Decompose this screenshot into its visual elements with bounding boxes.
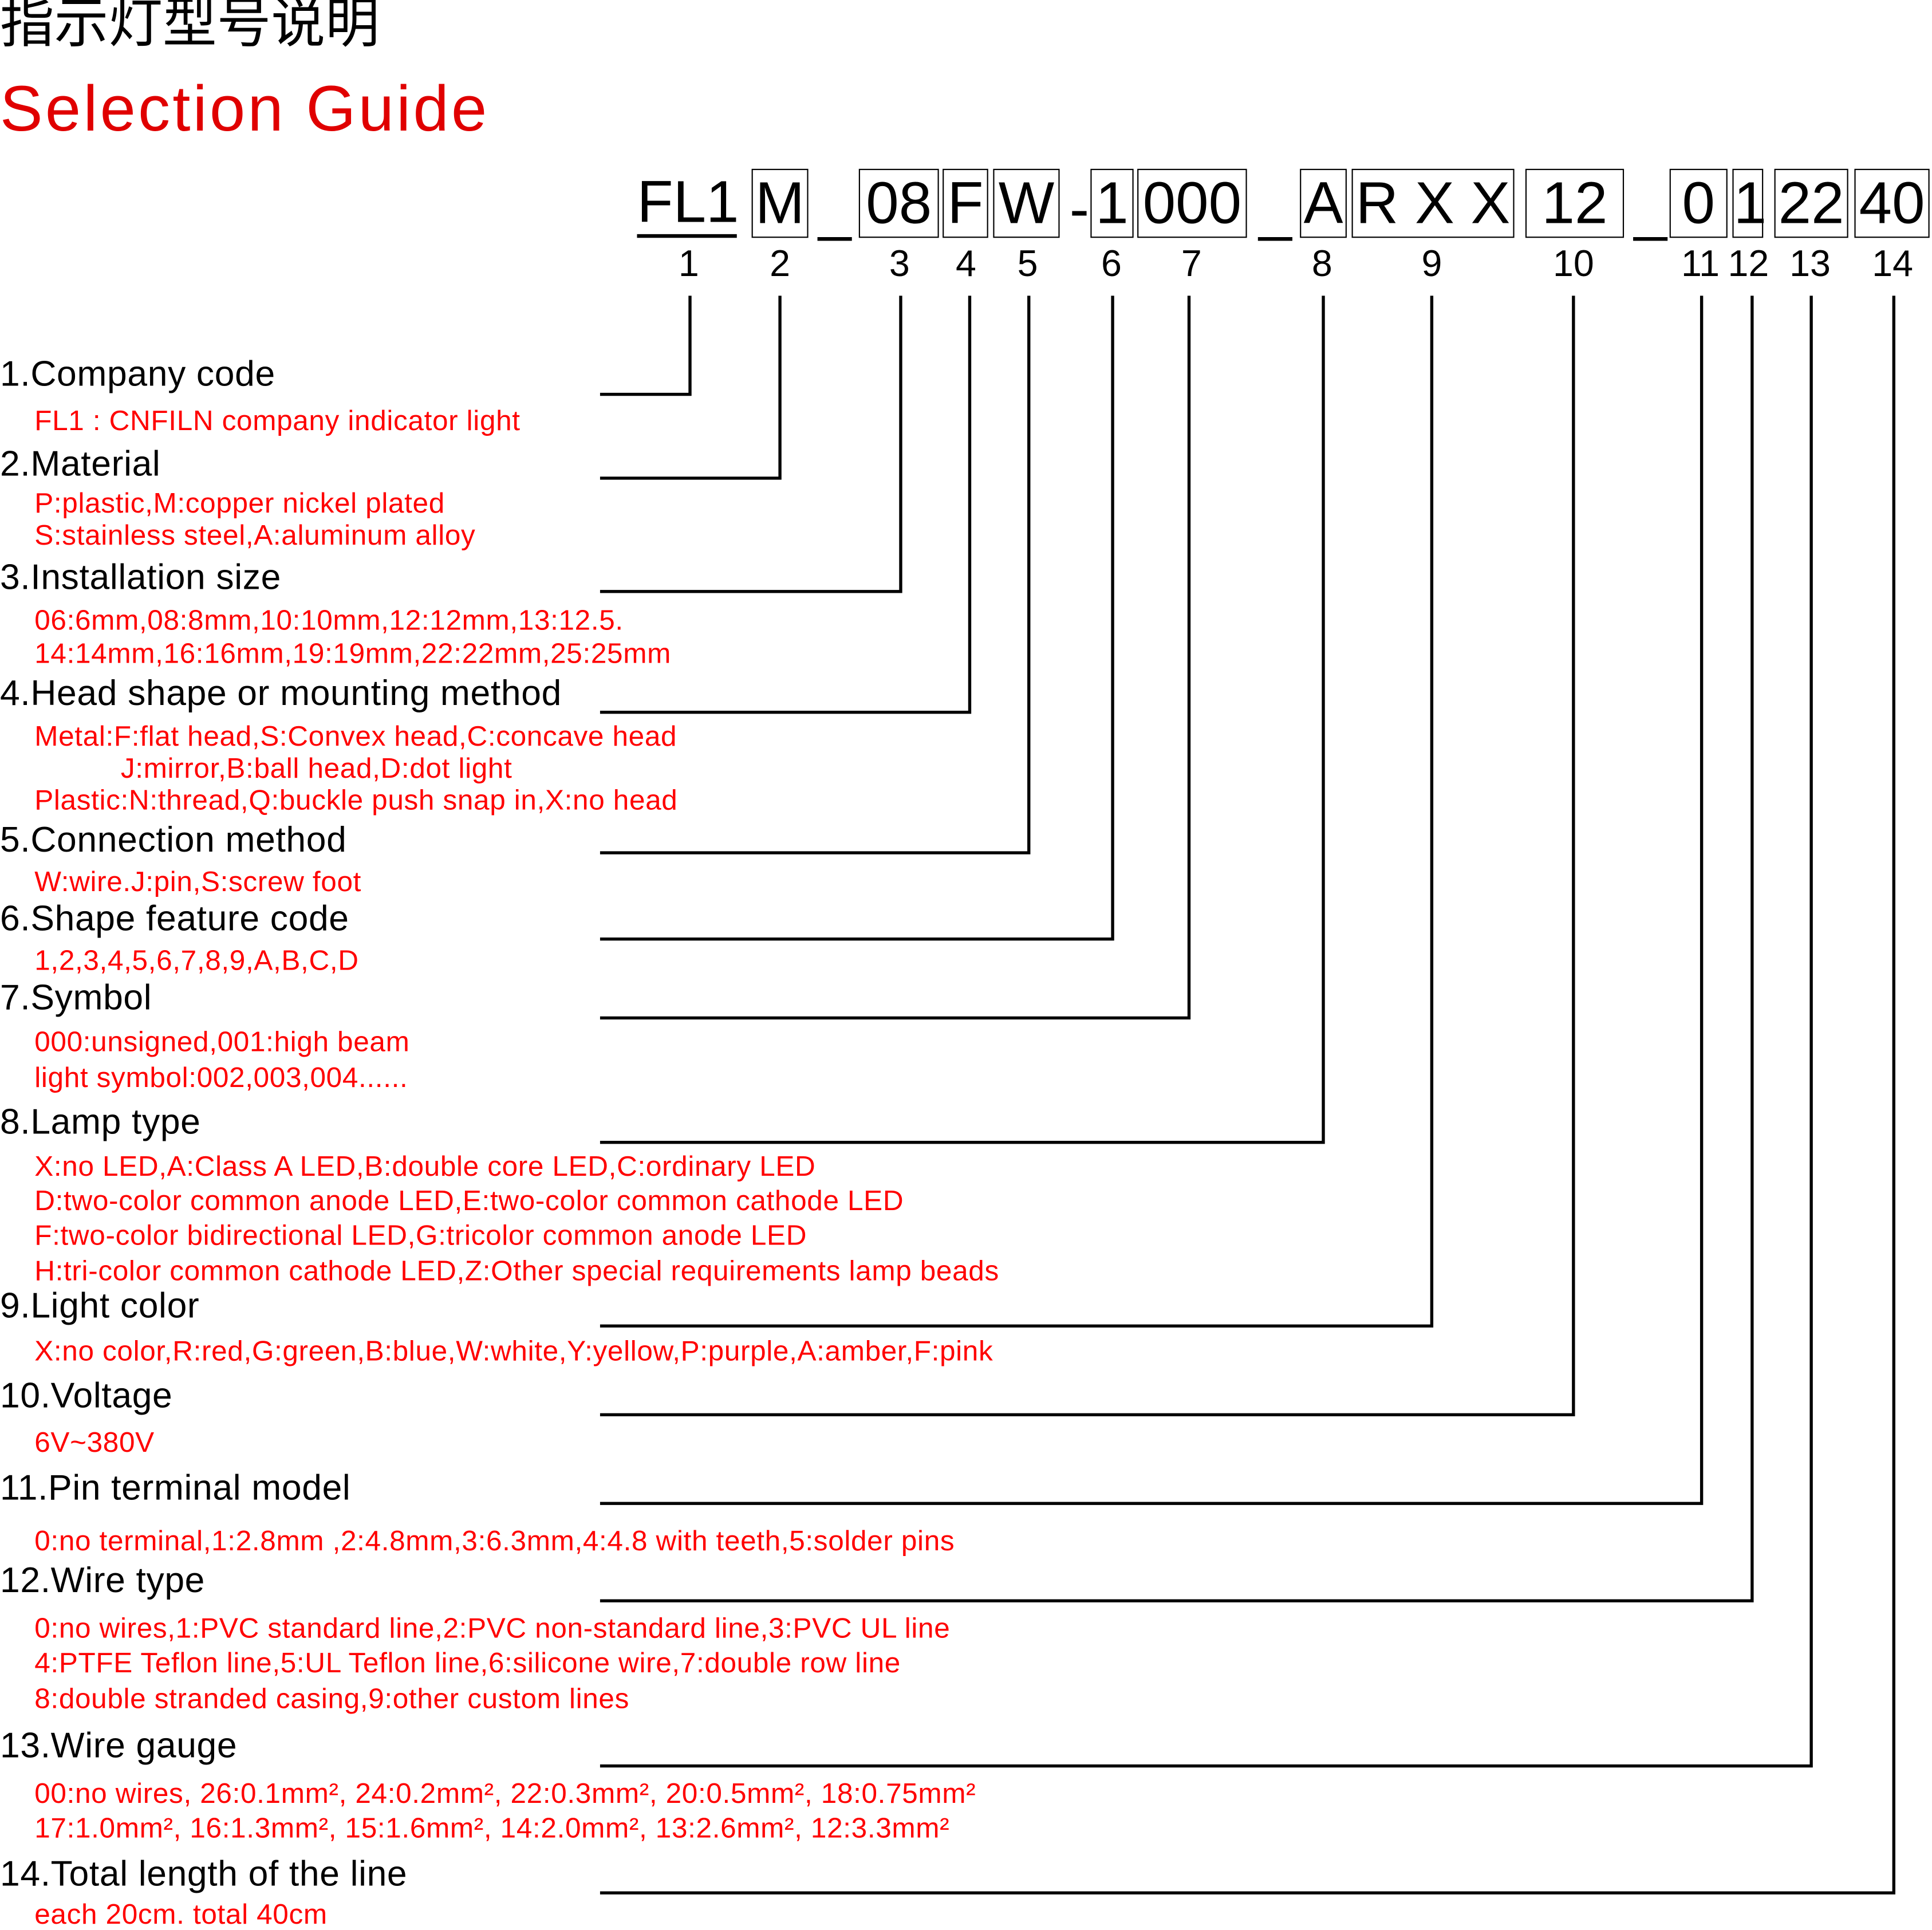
field-heading: 2.Material [0,444,161,485]
connector-line-10 [600,296,1575,1416]
position-number: 11 [1681,244,1720,285]
field-heading: 11.Pin terminal model [0,1468,351,1508]
field-option-text: Plastic:N:thread,Q:buckle push snap in,X… [34,783,678,816]
position-number: 2 [770,244,791,285]
code-segment: FL1 [637,169,739,238]
code-segment: 22 [1774,168,1848,238]
code-segment: _ [1259,177,1292,243]
position-number: 13 [1789,244,1831,285]
code-segment: 40 [1854,168,1930,238]
code-segment: 08 [858,168,939,238]
chinese-title: 指示灯型号说明 [0,0,380,56]
position-number: 14 [1872,244,1914,285]
position-number: 3 [889,244,910,285]
field-option-text: W:wire.J:pin,S:screw foot [34,865,362,897]
field-option-text: 0:no terminal,1:2.8mm ,2:4.8mm,3:6.3mm,4… [34,1524,955,1557]
field-option-text: FL1 : CNFILN company indicator light [34,404,521,436]
field-heading: 10.Voltage [0,1376,173,1416]
field-option-text: each 20cm. total 40cm [34,1897,328,1930]
position-number: 6 [1101,244,1122,285]
position-number: 12 [1728,244,1769,285]
field-option-text: P:plastic,M:copper nickel plated [34,486,445,519]
code-segment: R X X [1351,168,1515,238]
connector-line-6 [600,296,1114,941]
connector-line-14 [600,296,1896,1894]
field-option-text: S:stainless steel,A:aluminum alloy [34,518,476,551]
connector-line-5 [600,296,1031,854]
field-option-text: 8:double stranded casing,9:other custom … [34,1682,629,1715]
field-heading: 5.Connection method [0,821,347,860]
field-option-text: 00:no wires, 26:0.1mm², 24:0.2mm², 22:0.… [34,1777,976,1809]
field-option-text: 06:6mm,08:8mm,10:10mm,12:12mm,13:12.5. [34,604,624,636]
field-heading: 12.Wire type [0,1561,206,1601]
field-option-text: X:no LED,A:Class A LED,B:double core LED… [34,1149,816,1182]
field-heading: 9.Light color [0,1286,200,1326]
position-number: 5 [1017,244,1038,285]
connector-line-2 [600,296,782,480]
code-segment: 000 [1137,168,1247,238]
field-option-text: 4:PTFE Teflon line,5:UL Teflon line,6:si… [34,1646,901,1679]
connector-line-1 [600,296,692,396]
field-option-text: light symbol:002,003,004...... [34,1061,408,1093]
field-option-text: 000:unsigned,001:high beam [34,1025,410,1058]
field-option-text: J:mirror,B:ball head,D:dot light [120,751,512,784]
field-heading: 7.Symbol [0,978,152,1018]
field-option-text: Metal:F:flat head,S:Convex head,C:concav… [34,719,677,752]
field-heading: 1.Company code [0,355,275,395]
field-heading: 3.Installation size [0,558,281,598]
code-segment: 1 [1090,168,1134,238]
code-segment: W [993,168,1060,238]
position-number: 4 [956,244,976,285]
field-option-text: H:tri-color common cathode LED,Z:Other s… [34,1254,999,1287]
code-segment: A [1300,168,1347,238]
field-heading: 4.Head shape or mounting method [0,674,562,714]
field-option-text: 14:14mm,16:16mm,19:19mm,22:22mm,25:25mm [34,637,671,669]
code-segment: F [943,168,988,238]
field-option-text: 1,2,3,4,5,6,7,8,9,A,B,C,D [34,944,359,976]
code-segment: 1 [1732,168,1767,238]
connector-line-13 [600,296,1813,1768]
connector-line-8 [600,296,1325,1144]
field-option-text: 6V~380V [34,1425,155,1458]
position-number: 8 [1311,244,1332,285]
connector-line-12 [600,296,1754,1602]
position-number: 10 [1552,244,1594,285]
position-number: 1 [678,244,699,285]
selection-guide-title: Selection Guide [0,74,490,145]
position-number: 7 [1181,244,1202,285]
connector-line-7 [600,296,1191,1020]
field-heading: 14.Total length of the line [0,1854,408,1894]
field-heading: 6.Shape feature code [0,899,349,939]
connector-line-4 [600,296,972,714]
field-heading: 8.Lamp type [0,1102,201,1143]
connector-line-9 [600,296,1434,1328]
field-option-text: 17:1.0mm², 16:1.3mm², 15:1.6mm², 14:2.0m… [34,1811,950,1844]
code-segment: _ [818,177,851,243]
field-heading: 13.Wire gauge [0,1726,238,1766]
field-option-text: 0:no wires,1:PVC standard line,2:PVC non… [34,1612,951,1644]
field-option-text: F:two-color bidirectional LED,G:tricolor… [34,1219,807,1251]
code-segment: _ [1634,177,1667,243]
connector-line-11 [600,296,1704,1505]
field-option-text: D:two-color common anode LED,E:two-color… [34,1184,904,1216]
code-segment: M [751,168,809,238]
code-segment: 12 [1525,168,1625,238]
code-segment: 0 [1669,168,1728,238]
field-option-text: X:no color,R:red,G:green,B:blue,W:white,… [34,1334,993,1367]
connector-line-3 [600,296,902,593]
code-segment: - [1069,177,1090,243]
position-number: 9 [1421,244,1442,285]
